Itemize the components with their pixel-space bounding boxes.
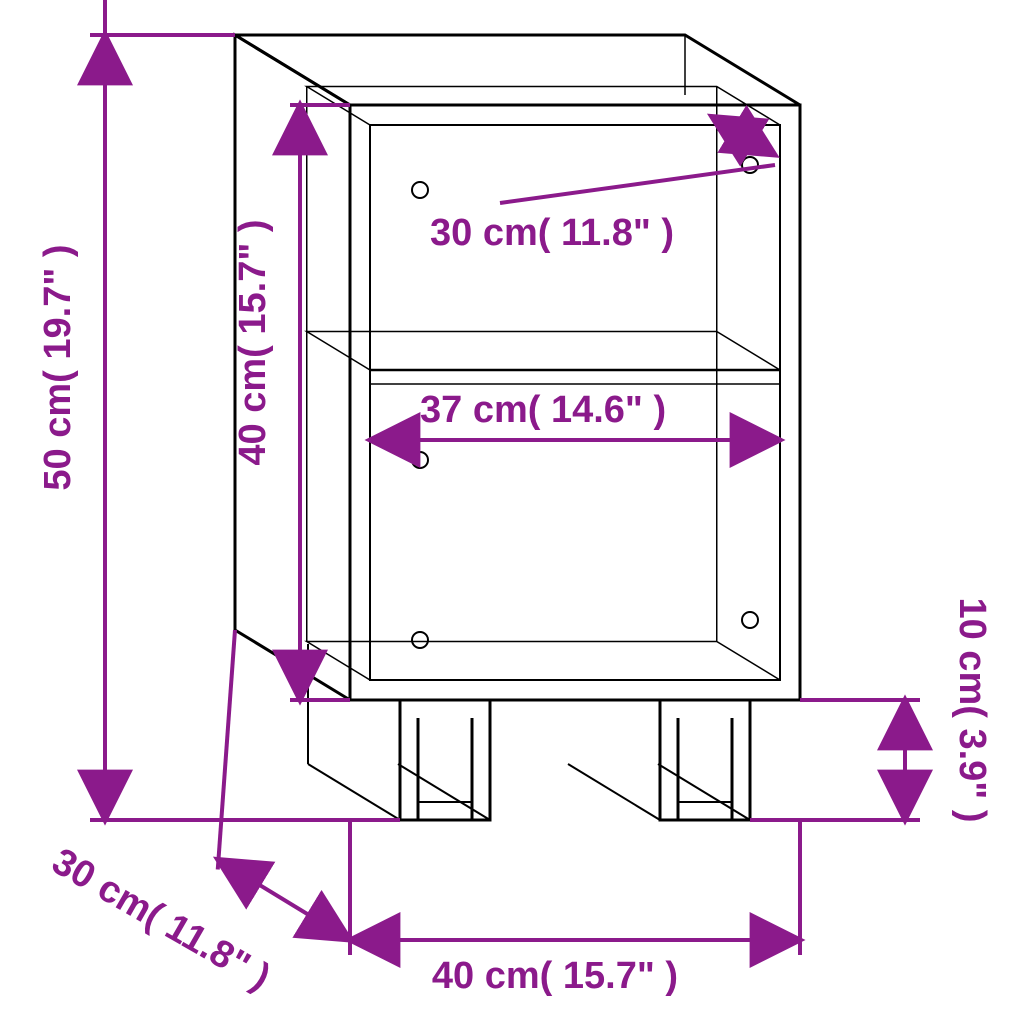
shelf-pin-hole [412, 632, 428, 648]
dimension-label: 40 cm( 15.7" ) [232, 219, 274, 465]
dimension-label: 40 cm( 15.7" ) [432, 955, 678, 997]
dimension-line [218, 860, 350, 941]
shelf-pin-hole [412, 182, 428, 198]
dimension-label: 10 cm( 3.9" ) [951, 597, 993, 822]
dimension-label: 30 cm( 11.8" ) [45, 840, 277, 998]
dimension-line [712, 117, 775, 156]
shelf-pin-hole [412, 452, 428, 468]
dimension-label: 50 cm( 19.7" ) [37, 244, 79, 490]
dimension-label: 30 cm( 11.8" ) [430, 212, 674, 254]
dimension-label: 37 cm( 14.6" ) [420, 389, 666, 431]
shelf-pin-hole [742, 612, 758, 628]
